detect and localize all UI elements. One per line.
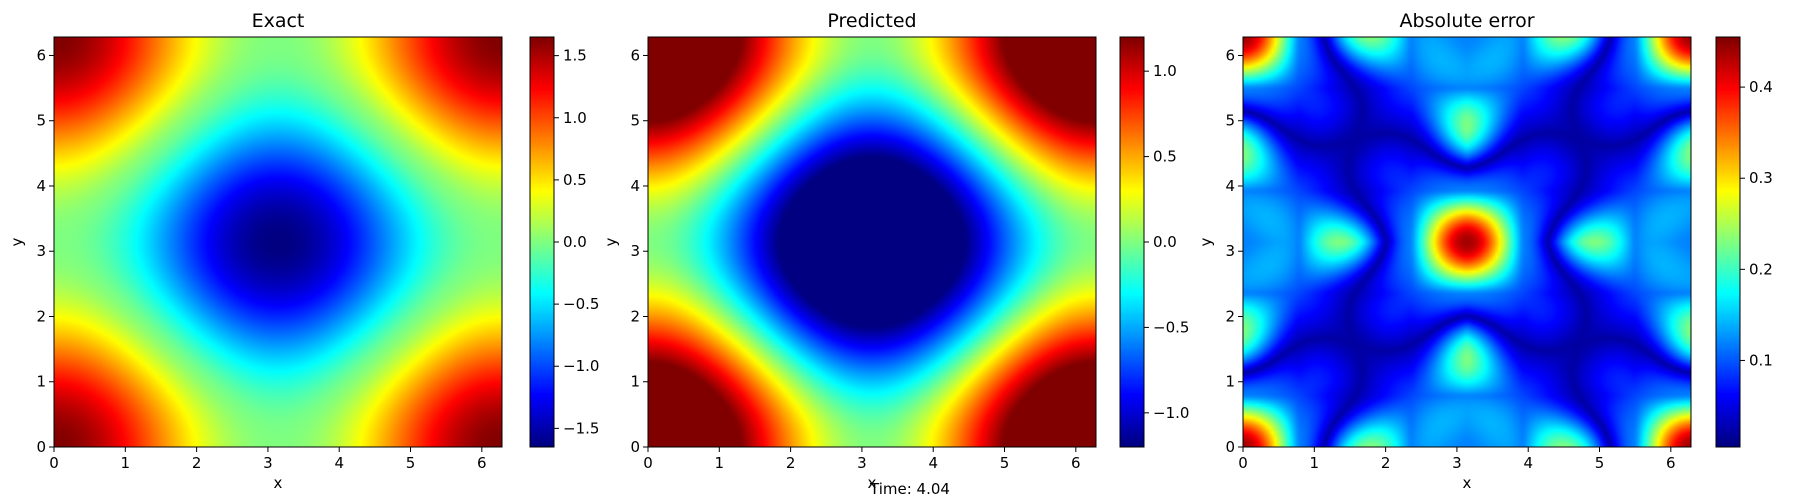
x-tick-label: 0: [643, 454, 653, 472]
x-tick-label: 4: [334, 454, 344, 472]
panel-2: Predicted 0 1 2 3 4 5 6 0 1 2 3 4 5 6 x y −1.0 −0.5 0.0 0.5 1…: [602, 10, 1189, 492]
y-tick-label: 3: [1225, 242, 1235, 260]
colorbar-tick-label: 0.5: [1153, 148, 1177, 166]
y-tick-label: 4: [630, 177, 640, 195]
y-tick-label: 6: [1225, 46, 1235, 64]
y-tick-label: 5: [1225, 112, 1235, 130]
colorbar-tick-label: −1.0: [1153, 404, 1189, 422]
colorbar-tick-label: 0.5: [563, 171, 587, 189]
colorbar-tick-label: −0.5: [1153, 318, 1189, 336]
y-tick-label: 2: [36, 307, 46, 325]
chart-title: Predicted: [827, 10, 916, 32]
axes-frame: [647, 36, 1097, 448]
colorbar-tick-label: 1.0: [563, 109, 587, 127]
colorbar-gradient: [1120, 37, 1144, 447]
axes-frame: [53, 36, 503, 448]
x-axis-label: x: [274, 474, 283, 492]
x-axis-label: x: [868, 474, 877, 492]
x-tick-label: 4: [928, 454, 938, 472]
y-tick-label: 2: [1225, 307, 1235, 325]
y-tick-label: 6: [36, 46, 46, 64]
figure-caption: Time: 4.04: [869, 480, 950, 498]
y-axis-label: y: [8, 237, 26, 246]
x-tick-label: 1: [1310, 454, 1320, 472]
x-tick-label: 5: [1000, 454, 1010, 472]
colorbar-tick-label: 0.0: [1153, 233, 1177, 251]
x-tick-label: 5: [1595, 454, 1605, 472]
colorbar-tick-label: 0.4: [1749, 78, 1773, 96]
x-tick-label: 2: [192, 454, 202, 472]
y-tick-label: 1: [630, 373, 640, 391]
y-tick-label: 4: [1225, 177, 1235, 195]
x-tick-label: 6: [1666, 454, 1676, 472]
heatmap-image: [54, 37, 502, 447]
colorbar-tick-label: −1.0: [563, 357, 599, 375]
axes-frame: [1242, 36, 1692, 448]
x-axis-label: x: [1463, 474, 1472, 492]
y-tick-label: 0: [630, 438, 640, 456]
y-tick-label: 2: [630, 307, 640, 325]
panel-3: Absolute error 0 1 2 3 4 5 6 0 1 2 3 4 5 6 x y 0.1 0.2 0.3 0…: [1197, 10, 1773, 492]
x-tick-label: 1: [715, 454, 725, 472]
heatmap-image: [648, 37, 1096, 447]
x-tick-label: 2: [1381, 454, 1391, 472]
y-tick-label: 1: [36, 373, 46, 391]
y-tick-label: 4: [36, 177, 46, 195]
x-tick-label: 3: [857, 454, 867, 472]
colorbar-tick-label: 1.0: [1153, 62, 1177, 80]
y-tick-label: 0: [36, 438, 46, 456]
colorbar-tick-label: −0.5: [563, 295, 599, 313]
y-tick-label: 3: [630, 242, 640, 260]
x-tick-label: 2: [786, 454, 796, 472]
panel-1: Exact 0 1 2 3 4 5 6 0 1 2 3 4 5 6 x y −1.5 −1.0 −0.5 0.0 0.5 1…: [8, 10, 599, 492]
x-tick-label: 6: [477, 454, 487, 472]
colorbar-tick-label: 0.0: [563, 233, 587, 251]
colorbar-frame: [1715, 36, 1741, 448]
chart-title: Absolute error: [1399, 10, 1534, 32]
y-axis-label: y: [1197, 237, 1215, 246]
x-tick-label: 4: [1523, 454, 1533, 472]
x-tick-label: 1: [121, 454, 131, 472]
x-tick-label: 3: [1452, 454, 1462, 472]
x-tick-label: 0: [49, 454, 59, 472]
x-tick-label: 3: [263, 454, 273, 472]
colorbar-tick-label: 0.2: [1749, 260, 1773, 278]
y-tick-label: 6: [630, 46, 640, 64]
y-tick-label: 5: [630, 112, 640, 130]
y-tick-label: 0: [1225, 438, 1235, 456]
y-tick-label: 1: [1225, 373, 1235, 391]
colorbar-tick-label: 1.5: [563, 47, 587, 65]
colorbar-tick-label: 0.3: [1749, 169, 1773, 187]
y-axis-label: y: [602, 237, 620, 246]
chart-title: Exact: [252, 10, 305, 32]
heatmap-image: [1243, 37, 1691, 447]
colorbar-tick-label: −1.5: [563, 419, 599, 437]
colorbar-tick-label: 0.1: [1749, 351, 1773, 369]
y-tick-label: 3: [36, 242, 46, 260]
x-tick-label: 5: [406, 454, 416, 472]
x-tick-label: 6: [1071, 454, 1081, 472]
x-tick-label: 0: [1238, 454, 1248, 472]
colorbar-gradient: [530, 37, 554, 447]
colorbar-gradient: [1716, 37, 1740, 447]
y-tick-label: 5: [36, 112, 46, 130]
